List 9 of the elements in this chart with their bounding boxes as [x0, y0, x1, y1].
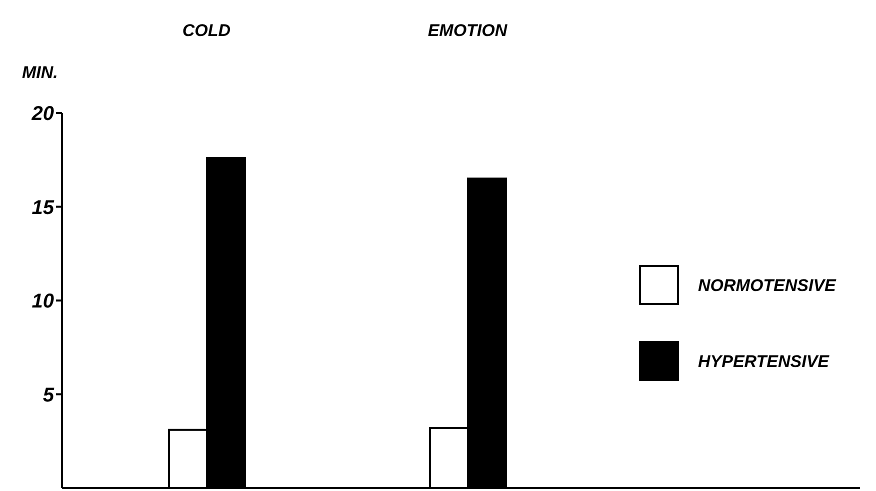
- x-tick-label: COLD: [182, 21, 231, 40]
- legend-label: HYPERTENSIVE: [698, 352, 830, 371]
- legend-label: NORMOTENSIVE: [698, 276, 837, 295]
- y-tick-label: 5: [42, 384, 55, 406]
- y-tick-label: 15: [32, 196, 55, 219]
- y-tick-label: 20: [30, 103, 54, 126]
- x-tick-label: EMOTION: [428, 21, 508, 40]
- y-tick-label: 10: [32, 290, 54, 313]
- y-axis-title: MIN.: [22, 63, 58, 82]
